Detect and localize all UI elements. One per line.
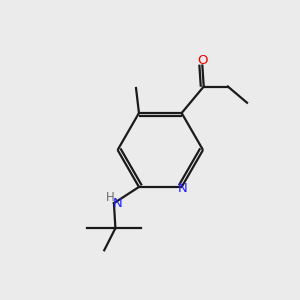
Text: N: N xyxy=(178,182,188,195)
Text: O: O xyxy=(197,54,208,68)
Text: N: N xyxy=(113,197,123,210)
Text: H: H xyxy=(106,191,115,204)
